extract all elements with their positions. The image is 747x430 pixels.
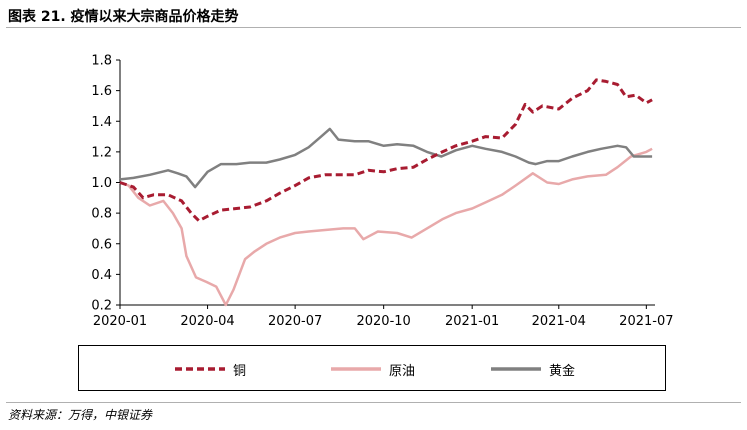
y-tick-label: 0.4 bbox=[91, 268, 112, 283]
y-tick-label: 0.2 bbox=[91, 299, 112, 314]
legend-item-oil: 原油 bbox=[331, 359, 415, 379]
series-line-gold bbox=[119, 127, 653, 189]
legend-label-oil: 原油 bbox=[389, 363, 416, 379]
legend-label-gold: 黄金 bbox=[549, 363, 576, 379]
y-tick-label: 0.8 bbox=[91, 207, 112, 222]
legend-item-copper: 铜 bbox=[175, 359, 246, 379]
x-tick-label: 2020-01 bbox=[93, 314, 147, 329]
series-line-oil bbox=[119, 147, 653, 307]
legend-swatch-copper bbox=[175, 367, 225, 371]
legend-swatch-gold bbox=[491, 367, 541, 371]
x-tick-label: 2020-07 bbox=[268, 314, 322, 329]
chart-tick-labels: 0.2 0.4 0.6 0.8 1.0 1.2 1.4 1.6 1.8 2020-01 2020-0… bbox=[91, 54, 673, 330]
title-divider bbox=[6, 27, 741, 28]
legend-item-gold: 黄金 bbox=[491, 359, 575, 379]
y-tick-label: 0.6 bbox=[91, 237, 112, 252]
figure-title: 图表 21. 疫情以来大宗商品价格走势 bbox=[8, 9, 239, 25]
x-tick-label: 2020-04 bbox=[180, 314, 234, 329]
y-tick-label: 1.2 bbox=[91, 145, 112, 160]
legend-swatch-oil bbox=[331, 367, 381, 371]
source-note: 资料来源：万得，中银证券 bbox=[8, 408, 153, 422]
series-line-copper bbox=[119, 78, 653, 223]
x-tick-label: 2021-01 bbox=[445, 314, 499, 329]
y-tick-label: 1.8 bbox=[91, 54, 112, 69]
legend-label-copper: 铜 bbox=[233, 363, 247, 379]
chart-legend: 铜 原油 黄金 bbox=[78, 345, 666, 391]
x-tick-label: 2021-04 bbox=[532, 314, 586, 329]
line-chart: 0.2 0.4 0.6 0.8 1.0 1.2 1.4 1.6 1.8 2020-01 2020-0… bbox=[91, 54, 673, 330]
chart-series bbox=[119, 78, 653, 307]
footer-divider bbox=[6, 402, 741, 403]
x-tick-label: 2021-07 bbox=[619, 314, 673, 329]
x-tick-label: 2020-10 bbox=[356, 314, 410, 329]
y-tick-label: 1.0 bbox=[91, 176, 112, 191]
y-tick-label: 1.6 bbox=[91, 84, 112, 99]
y-tick-label: 1.4 bbox=[91, 115, 112, 130]
